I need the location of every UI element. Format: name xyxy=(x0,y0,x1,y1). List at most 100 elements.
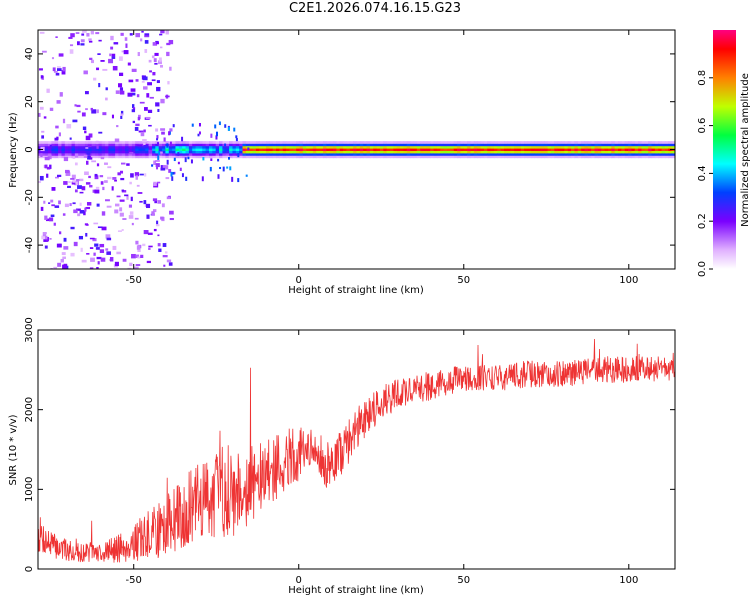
heatmap-cell xyxy=(426,153,431,156)
heatmap-cell xyxy=(534,141,539,144)
heatmap-cell xyxy=(202,150,207,154)
heatmap-cell xyxy=(443,145,448,149)
heatmap-cell xyxy=(252,150,257,154)
heatmap-cell xyxy=(222,155,227,159)
heatmap-cell xyxy=(108,155,113,159)
heatmap-cell xyxy=(148,143,153,147)
heatmap-cell xyxy=(463,150,468,154)
heatmap-cell xyxy=(135,145,140,149)
heatmap-cell xyxy=(232,141,237,144)
heatmap-cell xyxy=(165,177,170,180)
heatmap-cell xyxy=(393,141,398,144)
snr-y-label: SNR (10 * v/v) xyxy=(8,414,19,485)
heatmap-cell xyxy=(517,148,522,151)
heatmap-cell xyxy=(638,145,643,149)
heatmap-cell xyxy=(61,155,66,159)
heatmap-cell xyxy=(628,155,633,159)
heatmap-cell xyxy=(88,148,93,151)
heatmap-cell xyxy=(162,155,166,159)
heatmap-cell xyxy=(567,155,572,159)
heatmap-cell xyxy=(654,155,659,159)
heatmap-cell xyxy=(671,153,675,156)
heatmap-cell xyxy=(118,155,123,159)
heatmap-cell xyxy=(212,141,217,144)
heatmap-cell xyxy=(51,150,56,154)
heatmap-cell xyxy=(72,178,76,183)
heatmap-cell xyxy=(289,145,294,149)
heatmap-cell xyxy=(225,150,230,154)
heatmap-cell xyxy=(296,145,301,149)
heatmap-cell xyxy=(208,141,213,144)
heatmap-cell xyxy=(366,145,371,149)
heatmap-cell xyxy=(376,148,381,151)
heatmap-cell xyxy=(224,124,227,128)
heatmap-cell xyxy=(279,143,284,147)
heatmap-cell xyxy=(363,153,368,156)
heatmap-cell xyxy=(664,141,669,144)
heatmap-cell xyxy=(106,237,112,241)
heatmap-cell xyxy=(56,100,61,104)
heatmap-cell xyxy=(316,141,321,144)
heatmap-cell xyxy=(102,68,108,71)
heatmap-cell xyxy=(500,153,505,156)
heatmap-cell xyxy=(591,143,596,147)
heatmap-cell xyxy=(192,150,197,154)
heatmap-cell xyxy=(158,148,163,151)
heatmap-cell xyxy=(289,141,294,144)
heatmap-cell xyxy=(54,148,59,151)
heatmap-cell xyxy=(594,141,599,144)
heatmap-cell xyxy=(151,141,156,144)
heatmap-cell xyxy=(410,148,415,151)
heatmap-cell xyxy=(125,153,130,156)
heatmap-cell xyxy=(208,148,213,151)
heatmap-cell xyxy=(58,153,63,156)
heatmap-cell xyxy=(671,143,675,147)
heatmap-cell xyxy=(272,153,277,156)
heatmap-cell xyxy=(514,148,519,151)
heatmap-cell xyxy=(102,186,105,191)
heatmap-cell xyxy=(148,155,153,159)
heatmap-cell xyxy=(510,145,515,149)
heatmap-cell xyxy=(490,155,495,159)
heatmap-cell xyxy=(137,247,141,252)
heatmap-cell xyxy=(74,153,79,158)
heatmap-cell xyxy=(420,143,425,147)
heatmap-cell xyxy=(333,148,337,151)
heatmap-cell xyxy=(658,155,663,159)
heatmap-cell xyxy=(527,153,532,156)
heatmap-cell xyxy=(530,141,535,144)
heatmap-cell xyxy=(591,150,596,154)
heatmap-cell xyxy=(524,153,529,156)
heatmap-cell xyxy=(363,150,368,154)
heatmap-cell xyxy=(169,128,173,132)
heatmap-cell xyxy=(309,155,314,159)
heatmap-cell xyxy=(614,141,619,144)
heatmap-cell xyxy=(115,155,120,159)
heatmap-cell xyxy=(175,143,180,147)
heatmap-cell xyxy=(134,126,139,131)
heatmap-cell xyxy=(591,145,596,149)
heatmap-cell xyxy=(406,148,411,151)
heatmap-cell xyxy=(45,218,50,222)
heatmap-cell xyxy=(460,143,465,147)
heatmap-cell xyxy=(473,155,478,159)
heatmap-cell xyxy=(299,145,304,149)
heatmap-cell xyxy=(607,150,612,154)
heatmap-cell xyxy=(136,184,140,187)
heatmap-cell xyxy=(165,95,170,98)
heatmap-cell xyxy=(178,141,183,144)
heatmap-cell xyxy=(269,148,274,151)
heatmap-cell xyxy=(487,150,492,154)
heatmap-cell xyxy=(403,143,408,147)
heatmap-cell xyxy=(76,179,80,182)
heatmap-cell xyxy=(326,145,331,149)
heatmap-cell xyxy=(349,141,354,144)
heatmap-cell xyxy=(356,153,361,156)
heatmap-cell xyxy=(155,160,160,162)
heatmap-cell xyxy=(262,143,267,147)
heatmap-cell xyxy=(302,145,307,149)
heatmap-cell xyxy=(557,141,562,144)
heatmap-cell xyxy=(497,145,502,149)
heatmap-cell xyxy=(151,55,155,59)
heatmap-cell xyxy=(634,145,639,149)
